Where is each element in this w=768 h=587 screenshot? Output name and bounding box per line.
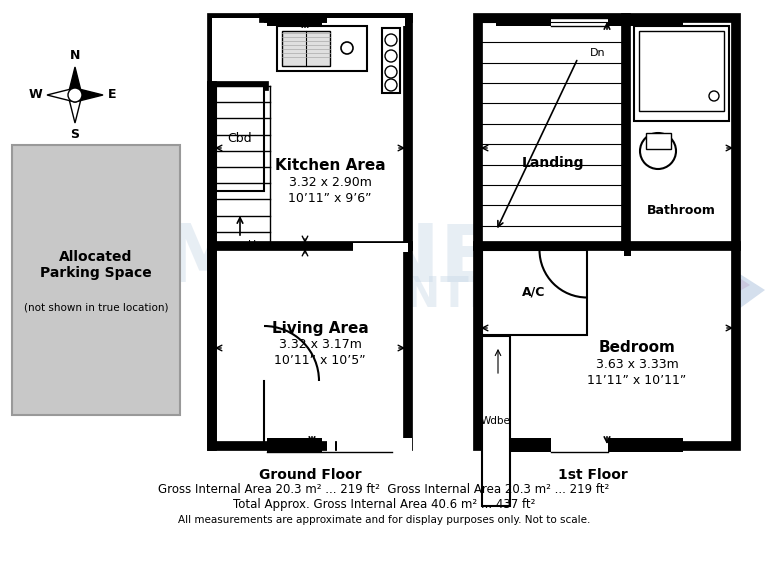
Bar (282, 31, 330, 66)
Text: Kitchen Area: Kitchen Area (275, 158, 386, 174)
Text: Up: Up (248, 240, 263, 250)
Text: W: W (28, 89, 42, 102)
Bar (624, 242, 631, 256)
Circle shape (385, 79, 397, 91)
Text: 1st Floor: 1st Floor (558, 468, 628, 482)
Text: All measurements are approximate and for display purposes only. Not to scale.: All measurements are approximate and for… (178, 515, 590, 525)
Text: 3.63 x 3.33m: 3.63 x 3.33m (596, 359, 678, 372)
Text: Bedroom: Bedroom (598, 340, 675, 356)
Bar (482, 336, 510, 506)
Polygon shape (75, 88, 103, 102)
Text: Wdbe: Wdbe (481, 416, 511, 426)
Text: Living Area: Living Area (272, 321, 369, 336)
Bar (12, 145, 180, 415)
Text: E: E (108, 89, 117, 102)
Bar (337, 438, 412, 452)
Text: (not shown in true location): (not shown in true location) (24, 303, 168, 313)
Bar (335, 18, 405, 26)
Bar (551, 18, 608, 26)
Circle shape (385, 34, 397, 46)
Polygon shape (710, 255, 765, 330)
Bar (382, 28, 400, 93)
Circle shape (640, 133, 676, 169)
Bar (634, 26, 729, 121)
Text: Cbd: Cbd (227, 132, 253, 145)
Text: Ground Floor: Ground Floor (259, 468, 361, 482)
Text: 10’11” x 10’5”: 10’11” x 10’5” (274, 353, 366, 366)
Text: 10’11” x 9’6”: 10’11” x 9’6” (288, 191, 372, 204)
Bar (212, 18, 408, 446)
Text: Dn: Dn (590, 48, 606, 58)
Circle shape (68, 88, 82, 102)
Bar (639, 31, 724, 111)
Text: N: N (70, 49, 80, 62)
Text: RESIDENTIAL: RESIDENTIAL (237, 274, 544, 316)
Bar (646, 133, 671, 149)
Text: S: S (71, 128, 80, 141)
Polygon shape (690, 245, 750, 320)
Circle shape (385, 50, 397, 62)
Text: MANNERS: MANNERS (164, 221, 616, 299)
Circle shape (341, 42, 353, 54)
Text: Gross Internal Area 20.3 m² ... 219 ft²  Gross Internal Area 20.3 m² ... 219 ft²: Gross Internal Area 20.3 m² ... 219 ft² … (158, 483, 610, 496)
Circle shape (709, 91, 719, 101)
Bar (327, 18, 335, 26)
Bar (302, 13, 308, 23)
Bar (551, 438, 608, 452)
Polygon shape (68, 95, 82, 123)
Text: Landing: Landing (521, 156, 584, 170)
Bar (267, 18, 322, 26)
Bar (478, 18, 736, 446)
Bar (608, 18, 683, 26)
Bar (216, 86, 264, 191)
Circle shape (385, 66, 397, 78)
Text: 3.32 x 3.17m: 3.32 x 3.17m (279, 339, 362, 352)
Bar (482, 250, 587, 335)
Text: Bathroom: Bathroom (647, 204, 716, 218)
Bar (267, 438, 322, 452)
Bar (353, 243, 408, 252)
Polygon shape (670, 230, 730, 310)
Text: Allocated
Parking Space: Allocated Parking Space (40, 250, 152, 280)
Bar (496, 438, 551, 452)
Text: Total Approx. Gross Internal Area 40.6 m² ... 437 ft²: Total Approx. Gross Internal Area 40.6 m… (233, 498, 535, 511)
Polygon shape (68, 67, 82, 95)
Polygon shape (47, 88, 75, 102)
Bar (277, 26, 367, 71)
Bar (496, 18, 551, 26)
Text: A/C: A/C (522, 285, 546, 299)
Text: 11’11” x 10’11”: 11’11” x 10’11” (588, 373, 687, 386)
Bar (327, 438, 335, 452)
Text: 3.32 x 2.90m: 3.32 x 2.90m (289, 177, 372, 190)
Bar (212, 18, 264, 86)
Bar (608, 438, 683, 452)
